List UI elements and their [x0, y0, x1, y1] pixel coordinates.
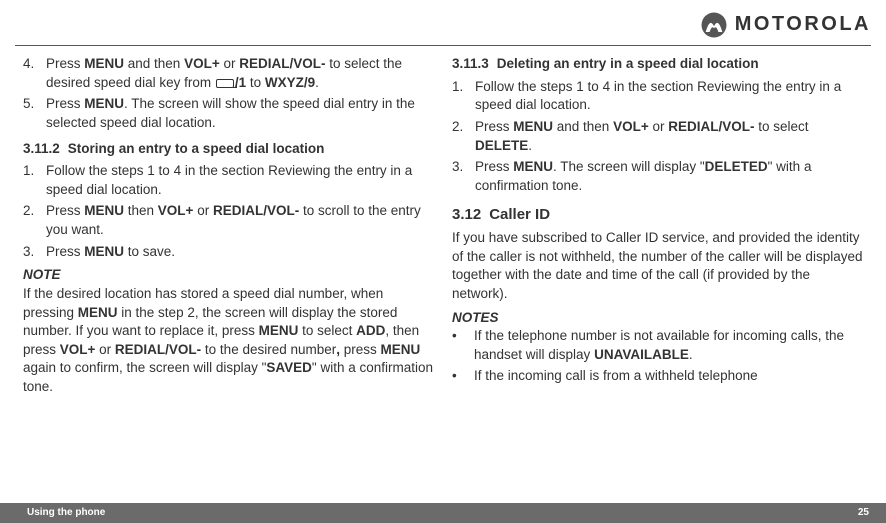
note-heading: NOTE: [23, 266, 434, 285]
header-rule: [15, 45, 871, 46]
key-icon: [216, 79, 234, 88]
note-body: If the desired location has stored a spe…: [23, 285, 434, 397]
motorola-logo-icon: [701, 12, 727, 38]
caller-id-paragraph: If you have subscribed to Caller ID serv…: [452, 229, 863, 304]
list-item: 5. Press MENU. The screen will show the …: [23, 95, 434, 132]
right-column: 3.11.3Deleting an entry in a speed dial …: [452, 55, 863, 399]
motorola-wordmark: MOTOROLA: [735, 11, 871, 39]
continued-list: 4. Press MENU and then VOL+ or REDIAL/VO…: [23, 55, 434, 133]
content-columns: 4. Press MENU and then VOL+ or REDIAL/VO…: [15, 55, 871, 399]
list-item: 2. Press MENU and then VOL+ or REDIAL/VO…: [452, 118, 863, 155]
procedure-list: 1. Follow the steps 1 to 4 in the sectio…: [23, 162, 434, 261]
list-item: • If the incoming call is from a withhel…: [452, 367, 863, 386]
list-item: 3. Press MENU. The screen will display "…: [452, 158, 863, 195]
procedure-list: 1. Follow the steps 1 to 4 in the sectio…: [452, 78, 863, 196]
list-item: • If the telephone number is not availab…: [452, 327, 863, 364]
list-item: 3. Press MENU to save.: [23, 243, 434, 262]
page-header: MOTOROLA: [15, 9, 871, 41]
left-column: 4. Press MENU and then VOL+ or REDIAL/VO…: [23, 55, 434, 399]
footer-section-title: Using the phone: [27, 506, 105, 520]
notes-list: • If the telephone number is not availab…: [452, 327, 863, 386]
page-footer: Using the phone 25: [0, 503, 886, 523]
list-item: 1. Follow the steps 1 to 4 in the sectio…: [452, 78, 863, 115]
footer-page-number: 25: [858, 506, 869, 520]
list-item: 1. Follow the steps 1 to 4 in the sectio…: [23, 162, 434, 199]
list-item: 2. Press MENU then VOL+ or REDIAL/VOL- t…: [23, 202, 434, 239]
notes-heading: NOTES: [452, 309, 863, 328]
section-heading: 3.12Caller ID: [452, 205, 863, 226]
subsection-heading: 3.11.2Storing an entry to a speed dial l…: [23, 140, 434, 159]
subsection-heading: 3.11.3Deleting an entry in a speed dial …: [452, 55, 863, 74]
list-item: 4. Press MENU and then VOL+ or REDIAL/VO…: [23, 55, 434, 92]
